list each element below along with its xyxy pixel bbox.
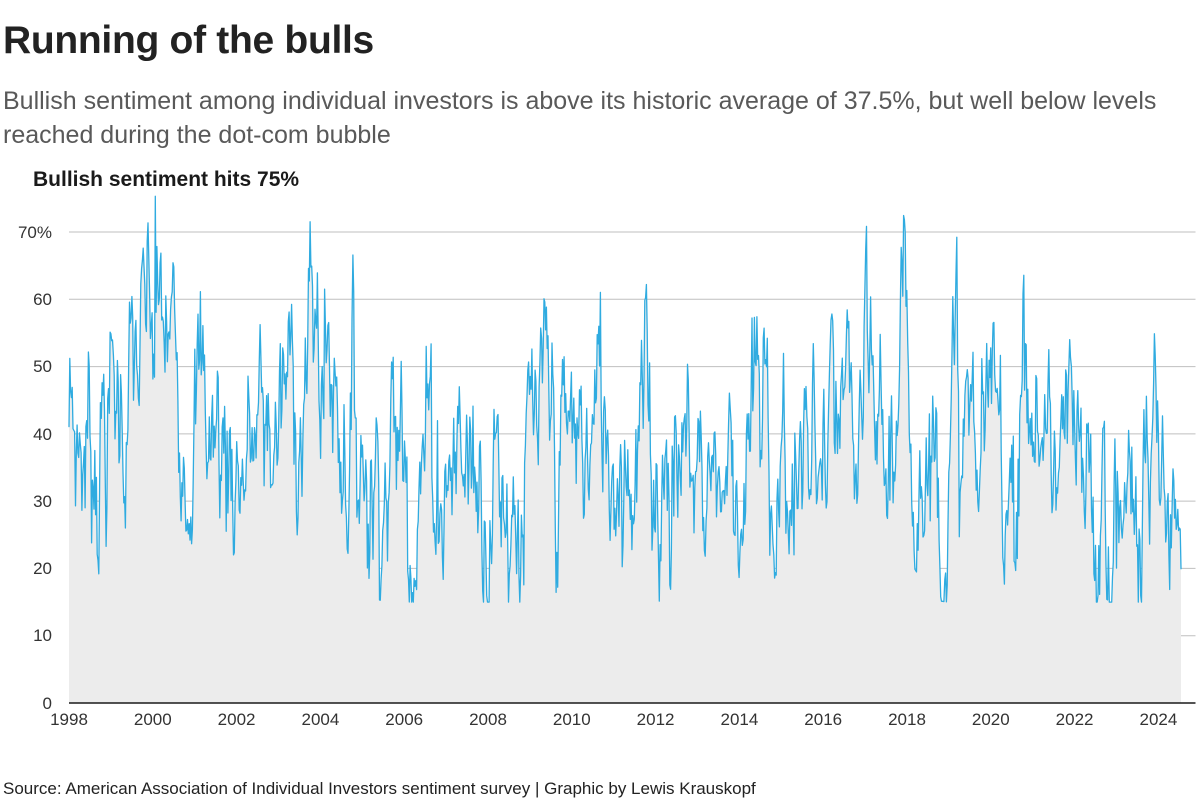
svg-text:1998: 1998 [50,710,88,729]
svg-text:2016: 2016 [804,710,842,729]
svg-text:2012: 2012 [637,710,675,729]
svg-text:20: 20 [33,559,52,578]
svg-text:2018: 2018 [888,710,926,729]
svg-text:2010: 2010 [553,710,591,729]
svg-text:2004: 2004 [301,710,339,729]
svg-text:70%: 70% [18,223,52,242]
svg-text:2014: 2014 [720,710,758,729]
svg-text:10: 10 [33,626,52,645]
svg-text:2008: 2008 [469,710,507,729]
svg-text:2020: 2020 [972,710,1010,729]
svg-text:2024: 2024 [1139,710,1177,729]
svg-text:50: 50 [33,357,52,376]
svg-text:2022: 2022 [1056,710,1094,729]
svg-text:2002: 2002 [218,710,256,729]
svg-text:40: 40 [33,425,52,444]
svg-text:2000: 2000 [134,710,172,729]
svg-text:30: 30 [33,492,52,511]
svg-text:2006: 2006 [385,710,423,729]
svg-text:60: 60 [33,290,52,309]
